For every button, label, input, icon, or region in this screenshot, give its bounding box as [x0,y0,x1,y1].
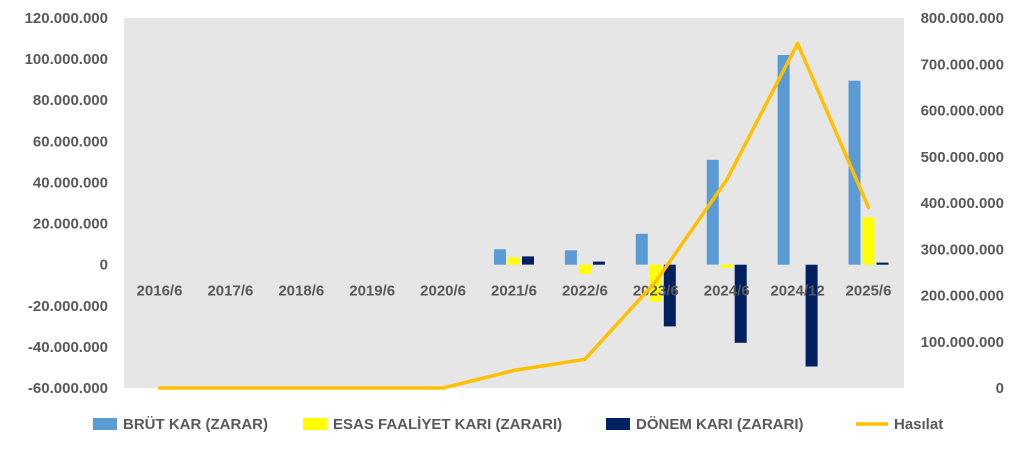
left-tick-label: -60.000.000 [28,380,108,397]
line-layer [157,41,871,390]
left-tick-label: -40.000.000 [28,339,108,356]
left-tick-label: 0 [100,257,108,274]
category-label: 2021/6 [491,283,537,300]
legend: BRÜT KAR (ZARAR) ESAS FAALİYET KARI (ZARA… [93,416,943,433]
left-tick-label: 120.000.000 [25,10,108,27]
right-tick-label: 700.000.000 [921,56,1004,73]
legend-swatch [93,418,117,430]
left-tick-label: -20.000.000 [28,298,108,315]
bar-2024-12-s2 [805,264,818,367]
bar-2022-6-s1 [578,264,591,274]
left-tick-label: 40.000.000 [33,174,108,191]
left-tick-label: 80.000.000 [33,92,108,109]
bar-2021-6-s1 [508,257,520,265]
right-tick-label: 800.000.000 [921,10,1004,27]
category-label: 2016/6 [137,283,183,300]
bar-2024-6-s2 [734,264,747,343]
bar-2021-6-s2 [522,256,534,265]
right-tick-label: 100.000.000 [921,334,1004,351]
plot-area [124,18,904,388]
bar-2023-6-s2 [663,264,676,327]
category-labels: 2016/6 2017/6 2018/6 2019/6 2020/6 2021/6 2022… [137,283,892,300]
left-axis: -60.000.000 -40.000.000 -20.000.000 0 20.000… [25,10,108,397]
bar-2024-6-s0 [706,159,719,265]
left-tick-label: 20.000.000 [33,216,108,233]
legend-label: DÖNEM KARI (ZARARI) [636,416,803,433]
legend-label: Hasılat [894,416,943,433]
category-label: 2025/6 [846,283,892,300]
bar-2024-12-s0 [777,55,790,265]
category-label: 2020/6 [420,283,466,300]
right-tick-label: 200.000.000 [921,288,1004,305]
category-label: 2019/6 [349,283,395,300]
bar-2023-6-s0 [635,233,648,265]
category-label: 2022/6 [562,283,608,300]
legend-label: BRÜT KAR (ZARAR) [123,416,268,433]
legend-swatch [606,418,630,430]
right-tick-label: 0 [996,380,1004,397]
bar-2021-6-s0 [494,249,506,265]
bar-2022-6-s0 [564,250,577,265]
line-series-hasilat [157,41,871,390]
category-label: 2017/6 [207,283,253,300]
right-tick-label: 600.000.000 [921,103,1004,120]
bar-2022-6-s2 [592,261,605,265]
left-tick-label: 60.000.000 [33,133,108,150]
category-label: 2024/12 [770,283,824,300]
category-label: 2024/6 [704,283,750,300]
legend-swatch [303,418,327,430]
right-tick-label: 400.000.000 [921,195,1004,212]
right-tick-label: 300.000.000 [921,241,1004,258]
bar-2025-6-s2 [876,262,889,265]
right-axis: 0 100.000.000 200.000.000 300.000.000 400.00… [921,10,1004,397]
bar-2024-6-s1 [720,264,733,268]
legend-label: ESAS FAALİYET KARI (ZARARI) [333,416,562,433]
category-label: 2018/6 [278,283,324,300]
right-tick-label: 500.000.000 [921,149,1004,166]
bar-2025-6-s1 [862,217,875,265]
left-tick-label: 100.000.000 [25,51,108,68]
